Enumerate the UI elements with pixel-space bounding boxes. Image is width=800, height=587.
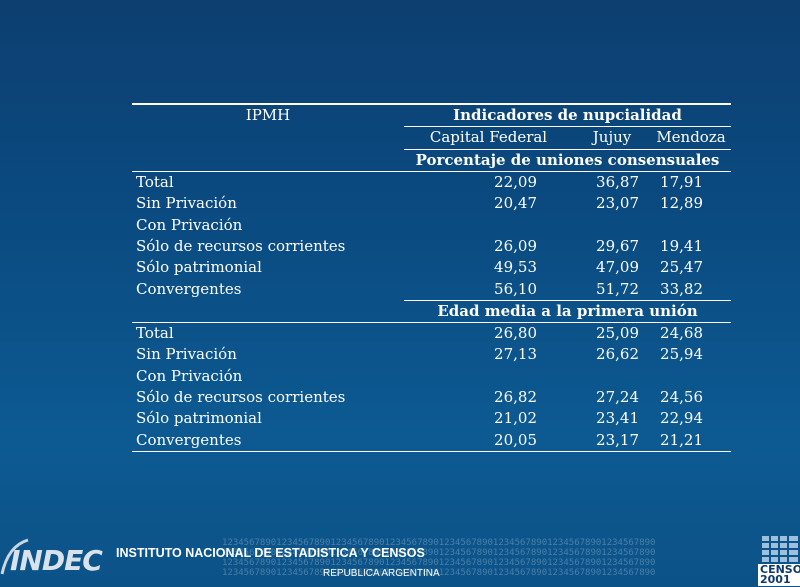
row-label: Convergentes bbox=[136, 279, 242, 298]
table-body: Porcentaje de uniones consensuales Total 2… bbox=[132, 149, 731, 452]
section-title: Edad media a la primera unión bbox=[404, 299, 731, 323]
row-label: Sólo patrimonial bbox=[136, 258, 262, 277]
cell-mendoza bbox=[651, 366, 731, 387]
cell-capital-federal: 21,02 bbox=[494, 409, 537, 428]
cell-jujuy: 36,87 bbox=[596, 173, 639, 192]
cell-capital-federal: 49,53 bbox=[494, 258, 537, 277]
group-title: Indicadores de nupcialidad bbox=[404, 104, 731, 128]
cell-mendoza: 21,21 bbox=[660, 430, 703, 449]
indec-swoosh-icon bbox=[0, 538, 29, 575]
row-label: Con Privación bbox=[136, 366, 243, 385]
table-row: Con Privación bbox=[132, 214, 731, 235]
cell-mendoza: 24,56 bbox=[660, 388, 703, 406]
censo-logo-text: CENSO 2001 bbox=[758, 564, 800, 586]
cell-mendoza: 19,41 bbox=[660, 236, 703, 255]
censo-label: CENSO bbox=[760, 563, 800, 576]
cell-mendoza: 24,68 bbox=[660, 324, 703, 343]
table-row: Sólo de recursos corrientes 26,82 27,24 24,… bbox=[132, 387, 731, 408]
cell-jujuy: 23,17 bbox=[596, 430, 639, 449]
row-label: Sólo de recursos corrientes bbox=[136, 236, 346, 255]
cell-jujuy: 27,24 bbox=[596, 388, 639, 406]
cell-capital-federal bbox=[404, 214, 573, 235]
cell-mendoza: 12,89 bbox=[660, 194, 703, 213]
institute-name: INSTITUTO NACIONAL DE ESTADISTICA Y CENS… bbox=[116, 546, 425, 560]
row-label: Sólo de recursos corrientes bbox=[136, 388, 346, 406]
cell-jujuy: 51,72 bbox=[596, 279, 639, 298]
header-row-1: IPMH Indicadores de nupcialidad bbox=[132, 104, 731, 128]
cell-jujuy: 23,07 bbox=[596, 194, 639, 213]
row-label: Sin Privación bbox=[136, 194, 237, 213]
header-row-2: Capital Federal Jujuy Mendoza bbox=[132, 126, 731, 150]
cell-mendoza: 25,94 bbox=[660, 345, 703, 364]
row-header-ipmh: IPMH bbox=[245, 106, 291, 124]
cell-capital-federal: 27,13 bbox=[494, 345, 537, 364]
row-label: Total bbox=[136, 324, 174, 343]
row-label: Convergentes bbox=[136, 430, 242, 449]
section-title: Porcentaje de uniones consensuales bbox=[404, 149, 731, 172]
cell-capital-federal: 26,80 bbox=[494, 324, 537, 343]
table-row: Sin Privación 20,47 23,07 12,89 bbox=[132, 193, 731, 214]
column-header-mendoza: Mendoza bbox=[651, 126, 731, 150]
table-row: Sólo de recursos corrientes 26,09 29,67 19,… bbox=[132, 236, 731, 257]
nupcialidad-table-container: IPMH Indicadores de nupcialidad Capital … bbox=[132, 103, 731, 452]
censo-grid-icon bbox=[762, 536, 798, 562]
cell-capital-federal: 20,05 bbox=[494, 430, 537, 449]
cell-capital-federal: 20,47 bbox=[494, 194, 537, 213]
indec-logo: INDEC bbox=[10, 544, 103, 577]
table-row: Total 22,09 36,87 17,91 bbox=[132, 171, 731, 193]
table-row: Con Privación bbox=[132, 366, 731, 387]
section-header-row: Porcentaje de uniones consensuales bbox=[132, 149, 731, 172]
table-row: Sólo patrimonial 21,02 23,41 22,94 bbox=[132, 408, 731, 429]
table-row: Sólo patrimonial 49,53 47,09 25,47 bbox=[132, 257, 731, 278]
column-header-jujuy: Jujuy bbox=[573, 126, 651, 150]
table-row: Total 26,80 25,09 24,68 bbox=[132, 322, 731, 344]
censo-year: 2001 bbox=[760, 573, 791, 586]
cell-mendoza: 25,47 bbox=[660, 258, 703, 277]
cell-jujuy: 25,09 bbox=[596, 324, 639, 343]
row-label: Con Privación bbox=[136, 215, 243, 234]
cell-mendoza: 22,94 bbox=[660, 409, 703, 428]
cell-capital-federal: 26,09 bbox=[494, 236, 537, 255]
cell-jujuy: 29,67 bbox=[596, 236, 639, 255]
cell-capital-federal: 22,09 bbox=[494, 173, 537, 192]
table-row: Convergentes 56,10 51,72 33,82 bbox=[132, 278, 731, 300]
cell-mendoza: 17,91 bbox=[660, 173, 703, 192]
cell-mendoza bbox=[651, 214, 731, 235]
cell-jujuy: 26,62 bbox=[596, 345, 639, 364]
cell-jujuy: 47,09 bbox=[596, 258, 639, 277]
section-spacer bbox=[132, 300, 404, 322]
cell-capital-federal: 26,82 bbox=[494, 388, 537, 406]
section-header-row: Edad media a la primera unión bbox=[132, 299, 731, 323]
row-label: Sin Privación bbox=[136, 345, 237, 364]
column-header-capital-federal: Capital Federal bbox=[404, 126, 573, 150]
cell-capital-federal: 56,10 bbox=[494, 279, 537, 298]
country-name: REPUBLICA ARGENTINA bbox=[323, 568, 440, 579]
cell-jujuy: 23,41 bbox=[596, 409, 639, 428]
number-pattern-decoration: 1234567890123456789012345678901234567890… bbox=[222, 538, 656, 578]
cell-jujuy bbox=[573, 214, 651, 235]
cell-mendoza: 33,82 bbox=[660, 279, 703, 298]
row-label: Sólo patrimonial bbox=[136, 409, 262, 428]
table-row: Convergentes 20,05 23,17 21,21 bbox=[132, 429, 731, 452]
row-label: Total bbox=[136, 173, 174, 192]
cell-jujuy bbox=[573, 366, 651, 387]
cell-capital-federal bbox=[404, 366, 573, 387]
nupcialidad-table: IPMH Indicadores de nupcialidad Capital … bbox=[132, 103, 731, 452]
table-row: Sin Privación 27,13 26,62 25,94 bbox=[132, 344, 731, 365]
footer-bar: 1234567890123456789012345678901234567890… bbox=[0, 532, 800, 587]
section-spacer bbox=[132, 149, 404, 171]
